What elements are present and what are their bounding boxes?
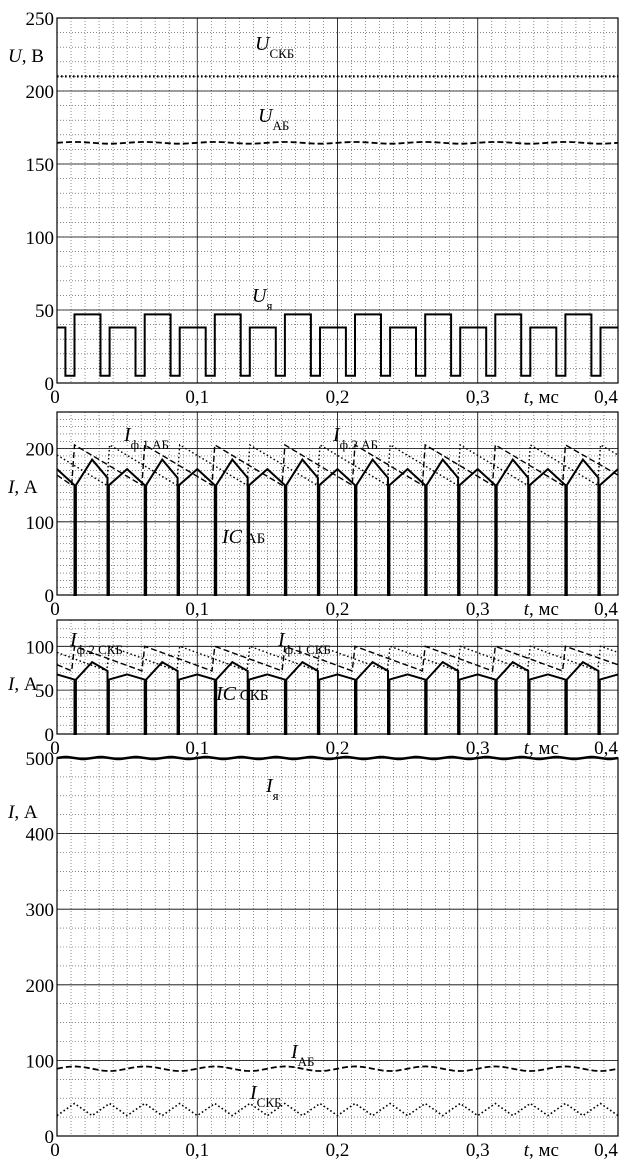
y-tick-label: 100 bbox=[26, 1051, 55, 1072]
x-axis-label: t, мс bbox=[524, 738, 559, 759]
panel-2: 0 100 200 0 0,1 0,2 0,3 0,4 t, мс I, А Iф.1 АБ Iф.2… bbox=[7, 411, 619, 620]
label-i-c-skb: IC СКБ bbox=[215, 683, 268, 705]
y-tick-label: 200 bbox=[26, 440, 55, 461]
y-tick-label: 300 bbox=[26, 900, 55, 921]
series-i-skb bbox=[56, 1102, 619, 1117]
y-tick-label: 50 bbox=[35, 681, 54, 702]
x-tick-label: 0,1 bbox=[185, 1140, 209, 1161]
y-axis-label: I, А bbox=[7, 477, 38, 498]
plot-frame bbox=[56, 17, 619, 384]
x-axis-label: t, мс bbox=[524, 599, 559, 620]
panel-4: 0 100 200 300 400 500 0 0,1 0,2 0,3 0,4 t, мс I, А Iя… bbox=[7, 749, 619, 1161]
panel-3: 0 50 100 0 0,1 0,2 0,3 0,4 t, мс I, А Iф.2 СКБ Iф.1… bbox=[7, 619, 619, 759]
y-tick-label: 0 bbox=[45, 374, 55, 395]
label-i-f2-ab: Iф.2 АБ bbox=[332, 424, 378, 452]
y-tick-label: 50 bbox=[35, 301, 54, 322]
x-tick-label: 0,2 bbox=[326, 387, 350, 408]
y-axis-label: I, А bbox=[7, 674, 38, 695]
y-tick-label: 100 bbox=[26, 513, 55, 534]
y-tick-label: 200 bbox=[26, 976, 55, 997]
label-i-ab: IАБ bbox=[290, 1041, 315, 1069]
series-i-ya bbox=[56, 755, 619, 761]
y-axis-label: U, В bbox=[8, 46, 44, 67]
series-i-f1-skb bbox=[56, 645, 619, 672]
x-tick-label: 0 bbox=[50, 599, 60, 620]
label-u-ab: UАБ bbox=[258, 105, 289, 133]
series-u-ya bbox=[57, 313, 618, 377]
x-axis-label: t, мс bbox=[524, 387, 559, 408]
x-tick-label: 0,4 bbox=[594, 599, 618, 620]
x-axis-label: t, мс bbox=[524, 1140, 559, 1161]
x-tick-label: 0,2 bbox=[326, 738, 350, 759]
x-tick-label: 0,1 bbox=[185, 599, 209, 620]
series-i-f2-skb bbox=[56, 645, 619, 672]
label-i-ya: Iя bbox=[265, 775, 279, 803]
y-tick-label: 400 bbox=[26, 825, 55, 846]
series-u-ab bbox=[56, 141, 619, 145]
x-tick-label: 0,4 bbox=[594, 1140, 618, 1161]
x-tick-label: 0,4 bbox=[594, 738, 618, 759]
x-tick-label: 0,1 bbox=[185, 387, 209, 408]
x-tick-label: 0,2 bbox=[326, 1140, 350, 1161]
y-tick-label: 100 bbox=[26, 637, 55, 658]
label-u-skb: UСКБ bbox=[255, 33, 294, 61]
x-tick-label: 0,3 bbox=[466, 738, 490, 759]
series-i-c-skb bbox=[56, 660, 619, 735]
label-i-f2-skb: Iф.2 СКБ bbox=[69, 629, 123, 657]
series-i-f2-ab bbox=[56, 443, 619, 487]
series-i-ab bbox=[56, 1065, 619, 1072]
label-i-f1-ab: Iф.1 АБ bbox=[123, 424, 169, 452]
x-tick-label: 0,3 bbox=[466, 387, 490, 408]
label-i-f1-skb: Iф.1 СКБ bbox=[277, 629, 331, 657]
y-tick-label: 0 bbox=[45, 586, 55, 607]
x-tick-label: 0 bbox=[50, 738, 60, 759]
y-tick-label: 0 bbox=[45, 725, 55, 746]
y-tick-label: 0 bbox=[45, 1127, 55, 1148]
label-i-c-ab: IC АБ bbox=[221, 526, 265, 548]
x-tick-label: 0,3 bbox=[466, 1140, 490, 1161]
y-tick-label: 100 bbox=[26, 228, 55, 249]
series-i-f1-ab bbox=[56, 443, 619, 487]
x-tick-label: 0,3 bbox=[466, 599, 490, 620]
label-u-ya: Uя bbox=[252, 285, 272, 313]
x-tick-label: 0,1 bbox=[185, 738, 209, 759]
series-i-c-ab bbox=[56, 457, 619, 596]
x-tick-label: 0,4 bbox=[594, 387, 618, 408]
panel-1: 0 50 100 150 200 250 0 0,1 0,2 0,3 0,4 t, мс U, В UСК… bbox=[8, 9, 619, 408]
label-i-skb: IСКБ bbox=[249, 1082, 281, 1110]
y-tick-label: 250 bbox=[26, 9, 55, 30]
x-tick-label: 0 bbox=[50, 1140, 60, 1161]
plot-frame bbox=[56, 619, 619, 735]
y-tick-label: 200 bbox=[26, 82, 55, 103]
x-tick-label: 0,2 bbox=[326, 599, 350, 620]
x-tick-label: 0 bbox=[50, 387, 60, 408]
y-tick-label: 500 bbox=[26, 749, 55, 770]
y-tick-label: 150 bbox=[26, 155, 55, 176]
y-axis-label: I, А bbox=[7, 802, 38, 823]
plot-frame bbox=[56, 411, 619, 596]
